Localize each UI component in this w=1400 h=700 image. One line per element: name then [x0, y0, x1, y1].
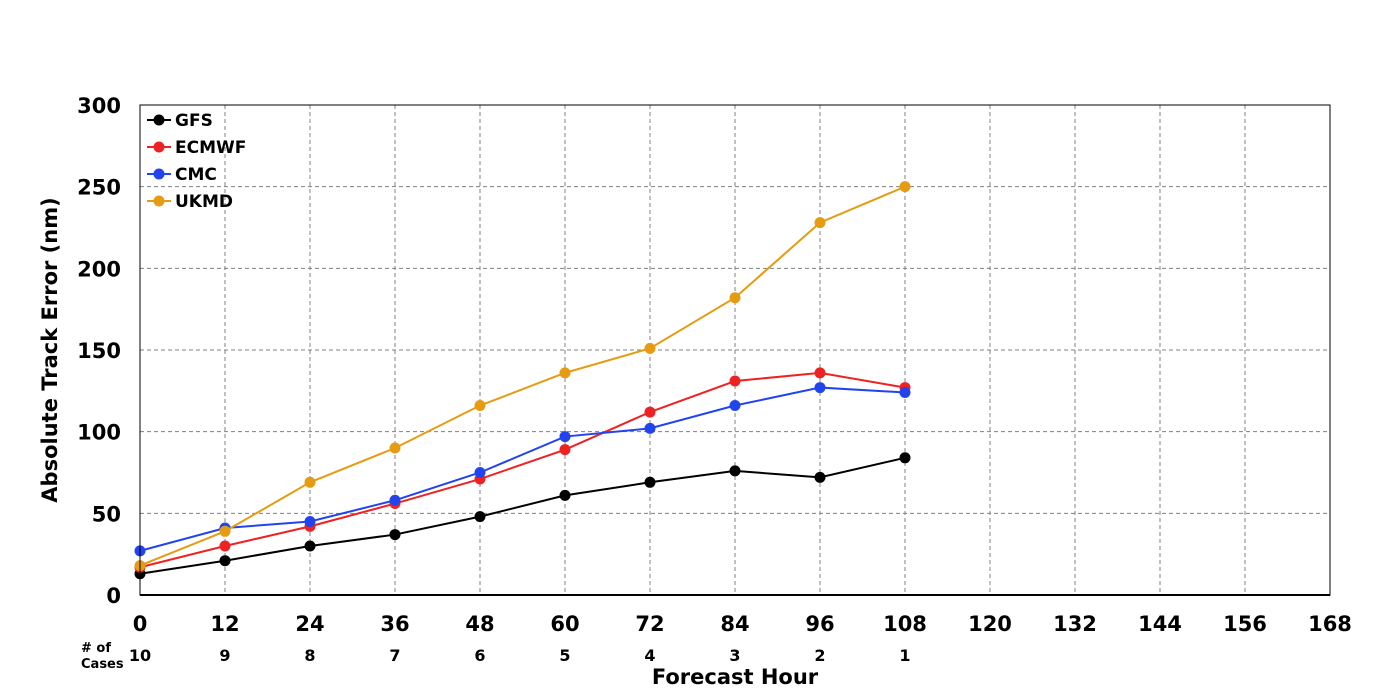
cases-count-label: 8 [304, 646, 315, 665]
series-ecmwf [134, 367, 911, 573]
x-tick-label: 120 [968, 612, 1012, 636]
x-tick-label: 24 [295, 612, 324, 636]
data-point-ecmwf [559, 444, 571, 456]
cases-count-label: 5 [559, 646, 570, 665]
data-point-cmc [304, 516, 316, 527]
y-axis-title: Absolute Track Error (nm) [38, 197, 62, 502]
cases-count-label: 9 [219, 646, 230, 665]
legend-label: ECMWF [175, 138, 246, 158]
data-point-gfs [899, 452, 911, 464]
data-point-cmc [559, 431, 571, 443]
data-point-cmc [389, 494, 401, 506]
data-point-cmc [729, 400, 741, 412]
cases-count-label: 2 [814, 646, 825, 665]
x-tick-label: 36 [380, 612, 409, 636]
cases-count-label: 4 [644, 646, 655, 665]
data-point-ukmd [219, 525, 231, 537]
cases-count-label: 1 [899, 646, 910, 665]
data-point-cmc [899, 386, 911, 398]
data-point-gfs [304, 540, 316, 552]
data-point-ukmd [474, 400, 486, 412]
cases-count-label: 10 [129, 646, 151, 665]
y-tick-label: 50 [92, 502, 121, 526]
legend-label: GFS [175, 111, 213, 131]
series-line-ukmd [139, 185, 906, 567]
x-tick-label: 72 [635, 612, 664, 636]
data-point-gfs [474, 511, 486, 523]
y-tick-label: 300 [77, 94, 121, 118]
series-ukmd [134, 181, 911, 572]
series-line-cmc [139, 386, 906, 552]
x-tick-label: 0 [133, 612, 148, 636]
y-tick-label: 100 [77, 421, 121, 445]
legend-entry-cmc: CMC [147, 165, 217, 185]
legend-entry-gfs: GFS [147, 111, 213, 131]
y-tick-label: 200 [77, 257, 121, 281]
cases-count-label: 3 [729, 646, 740, 665]
data-point-cmc [644, 422, 656, 434]
legend: GFS ECMWF CMC UKMD [147, 111, 246, 212]
cases-count-label: 6 [474, 646, 485, 665]
x-axis-title: Forecast Hour [652, 665, 819, 689]
data-point-ecmwf [644, 406, 656, 418]
x-tick-label: 156 [1223, 612, 1267, 636]
data-point-ecmwf [729, 375, 741, 387]
y-tick-label: 250 [77, 176, 121, 200]
x-tick-label: 144 [1138, 612, 1182, 636]
x-tick-label: 84 [720, 612, 749, 636]
series-gfs [134, 452, 911, 580]
cases-row: # of Cases 10 9 8 7 6 5 4 3 2 1 [81, 641, 911, 672]
data-point-gfs [389, 529, 401, 541]
grid [140, 105, 1330, 595]
y-tick-label: 150 [77, 339, 121, 363]
series-cmc [134, 382, 911, 557]
cases-count-label: 7 [389, 646, 400, 665]
data-point-ukmd [814, 217, 826, 229]
legend-label: UKMD [175, 192, 233, 212]
data-point-cmc [814, 382, 826, 394]
data-point-ukmd [389, 442, 401, 454]
x-tick-label: 168 [1308, 612, 1352, 636]
x-tick-label: 132 [1053, 612, 1097, 636]
legend-label: CMC [175, 165, 217, 185]
legend-swatch-marker [153, 168, 165, 180]
x-tick-label: 12 [210, 612, 239, 636]
legend-swatch-marker [153, 114, 165, 126]
data-point-gfs [559, 489, 571, 501]
cases-header-line1: # of [81, 641, 111, 656]
legend-entry-ecmwf: ECMWF [147, 138, 246, 158]
data-point-ecmwf [219, 540, 231, 552]
data-point-ukmd [899, 181, 911, 193]
x-tick-label: 96 [805, 612, 834, 636]
data-point-ukmd [304, 476, 316, 488]
x-tick-label: 108 [883, 612, 927, 636]
x-tick-label: 60 [550, 612, 579, 636]
data-point-ukmd [559, 367, 571, 379]
x-tick-label: 48 [465, 612, 494, 636]
legend-entry-ukmd: UKMD [147, 192, 233, 212]
data-point-cmc [474, 467, 486, 478]
data-point-gfs [219, 555, 231, 567]
legend-swatch-marker [153, 141, 165, 153]
data-point-ukmd [644, 342, 656, 354]
y-tick-label: 0 [106, 584, 121, 608]
data-point-gfs [814, 471, 826, 483]
axes: 0 12 24 36 48 60 72 84 96 108 120 132 144 156 168 0 50 10… [77, 94, 1352, 636]
legend-swatch-marker [153, 195, 165, 207]
data-point-gfs [644, 476, 656, 488]
series-line-ecmwf [139, 371, 906, 569]
data-point-ukmd [729, 292, 741, 304]
cases-header-line2: Cases [81, 657, 124, 672]
data-point-gfs [729, 465, 741, 477]
data-point-ecmwf [814, 367, 826, 379]
series-layer [134, 181, 911, 580]
series-line-gfs [139, 456, 906, 575]
